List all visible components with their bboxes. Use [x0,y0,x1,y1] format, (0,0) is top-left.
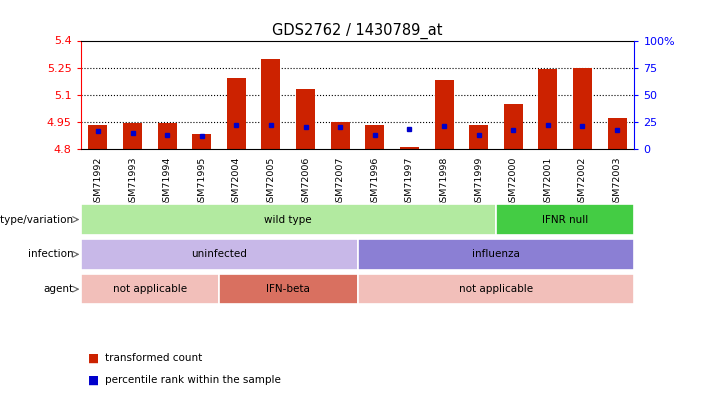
Text: wild type: wild type [264,215,312,224]
Bar [435,80,454,149]
Bar [496,204,634,235]
Bar [538,69,557,149]
Text: agent: agent [44,284,74,294]
Bar [358,239,634,270]
Text: ■: ■ [88,373,99,386]
Text: infection: infection [28,249,74,259]
Text: genotype/variation: genotype/variation [0,215,74,224]
Text: transformed count: transformed count [105,354,203,363]
Bar [88,125,107,149]
Bar [469,125,488,149]
Bar [81,274,219,305]
Bar [400,147,419,149]
Bar [608,118,627,149]
Text: not applicable: not applicable [459,284,533,294]
Bar [358,274,634,305]
Text: influenza: influenza [472,249,520,259]
Bar [365,125,384,149]
Bar [331,122,350,149]
Text: IFNR null: IFNR null [542,215,588,224]
Text: uninfected: uninfected [191,249,247,259]
Bar [81,239,358,270]
Text: IFN-beta: IFN-beta [266,284,311,294]
Bar [504,104,523,149]
Bar [219,274,358,305]
Text: not applicable: not applicable [113,284,187,294]
Bar [261,59,280,149]
Bar [296,89,315,149]
Bar [573,68,592,149]
Text: ■: ■ [88,352,99,365]
Bar [123,124,142,149]
Text: percentile rank within the sample: percentile rank within the sample [105,375,281,385]
Bar [192,134,211,149]
Bar [158,124,177,149]
Bar [227,78,246,149]
Title: GDS2762 / 1430789_at: GDS2762 / 1430789_at [272,23,443,39]
Bar [81,204,496,235]
